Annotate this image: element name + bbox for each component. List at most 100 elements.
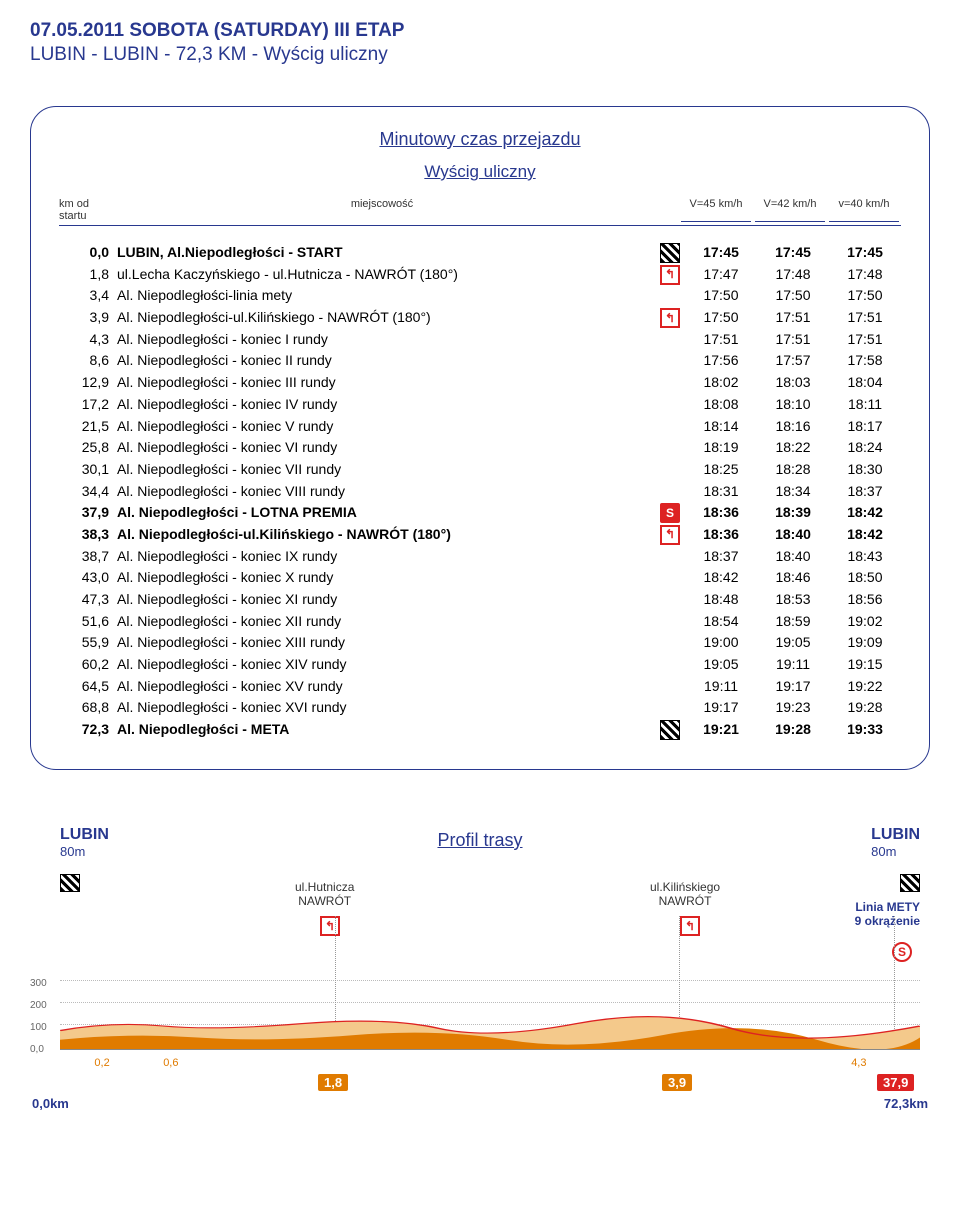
table-row: 4,3Al. Niepodległości - koniec I rundy17… [59,329,901,351]
cell-t42: 18:03 [757,372,829,394]
cell-t45: 17:47 [685,264,757,286]
header-line-2: LUBIN - LUBIN - 72,3 KM - Wyścig uliczny [30,44,930,66]
cell-t42: 19:11 [757,654,829,676]
turn-icon: ↰ [660,265,680,285]
x-big-label: 1,8 [318,1074,348,1091]
cell-t40: 17:58 [829,350,901,372]
col-v45: V=45 km/h [681,198,751,222]
cell-km: 12,9 [59,372,117,394]
table-row: 25,8Al. Niepodległości - koniec VI rundy… [59,437,901,459]
table-header: km od startu miejscowość V=45 km/h V=42 … [59,198,901,226]
cell-t40: 19:28 [829,697,901,719]
cell-t40: 17:51 [829,329,901,351]
table-row: 37,9Al. Niepodległości - LOTNA PREMIAS18… [59,502,901,524]
cell-t42: 18:34 [757,481,829,503]
turn-icon: ↰ [660,308,680,328]
cell-km: 30,1 [59,459,117,481]
col-km: km od startu [59,198,119,222]
turn-icon: ↰ [320,916,340,936]
profile-graph: 0,2 0,6 4,3 1,8 3,9 37,9 0,0km 72,3km [60,980,920,1050]
cell-loc: LUBIN, Al.Niepodległości - START [117,242,655,264]
table-row: 1,8ul.Lecha Kaczyńskiego - ul.Hutnicza -… [59,264,901,286]
table-row: 68,8Al. Niepodległości - koniec XVI rund… [59,697,901,719]
cell-loc: Al. Niepodległości - LOTNA PREMIA [117,502,655,524]
cell-km: 37,9 [59,502,117,524]
cell-t45: 17:51 [685,329,757,351]
cell-t42: 18:53 [757,589,829,611]
table-row: 0,0LUBIN, Al.Niepodległości - START17:45… [59,242,901,264]
cell-loc: Al. Niepodległości - koniec IV rundy [117,394,655,416]
cell-loc: Al. Niepodległości - koniec XIII rundy [117,632,655,654]
cell-loc: Al. Niepodległości - koniec I rundy [117,329,655,351]
x-label: 0,6 [163,1057,178,1069]
cell-loc: Al. Niepodległości-ul.Kilińskiego - NAWR… [117,524,655,546]
cell-km: 68,8 [59,697,117,719]
cell-km: 51,6 [59,611,117,633]
table-row: 51,6Al. Niepodległości - koniec XII rund… [59,611,901,633]
cell-t42: 17:51 [757,329,829,351]
cell-t45: 19:21 [685,719,757,741]
cell-t40: 18:43 [829,546,901,568]
cell-t40: 17:51 [829,307,901,329]
cell-t45: 19:11 [685,676,757,698]
cell-loc: Al. Niepodległości - koniec XV rundy [117,676,655,698]
cell-loc: Al. Niepodległości - koniec IX rundy [117,546,655,568]
table-row: 43,0Al. Niepodległości - koniec X rundy1… [59,567,901,589]
cell-t40: 18:42 [829,524,901,546]
x-big-label: 3,9 [662,1074,692,1091]
cell-t45: 19:05 [685,654,757,676]
cell-t45: 18:19 [685,437,757,459]
table-row: 55,9Al. Niepodległości - koniec XIII run… [59,632,901,654]
table-row: 60,2Al. Niepodległości - koniec XIV rund… [59,654,901,676]
y-label: 100 [30,1022,47,1033]
flag-icon [660,243,680,263]
cell-t45: 18:36 [685,502,757,524]
cell-km: 1,8 [59,264,117,286]
cell-loc: Al. Niepodległości - koniec VIII rundy [117,481,655,503]
profile-mark-1: ul.HutniczaNAWRÓT [295,880,354,908]
x-label: 0,2 [94,1057,109,1069]
cell-km: 34,4 [59,481,117,503]
cell-icon: ↰ [655,525,685,545]
cell-t42: 18:39 [757,502,829,524]
cell-km: 47,3 [59,589,117,611]
y-label: 300 [30,978,47,989]
cell-t40: 17:48 [829,264,901,286]
cell-t40: 17:50 [829,285,901,307]
cell-t42: 17:57 [757,350,829,372]
finish-flag-icon [900,874,920,892]
cell-km: 8,6 [59,350,117,372]
x-big-label: 37,9 [877,1074,914,1091]
cell-t42: 18:28 [757,459,829,481]
cell-loc: Al. Niepodległości - koniec II rundy [117,350,655,372]
cell-km: 3,9 [59,307,117,329]
cell-km: 21,5 [59,416,117,438]
table-row: 38,7Al. Niepodległości - koniec IX rundy… [59,546,901,568]
cell-icon [655,720,685,740]
cell-loc: Al. Niepodległości - koniec VII rundy [117,459,655,481]
cell-t45: 18:36 [685,524,757,546]
cell-km: 43,0 [59,567,117,589]
cell-t42: 19:28 [757,719,829,741]
cell-loc: Al. Niepodległości - koniec V rundy [117,416,655,438]
cell-icon [655,243,685,263]
x-base-label: 0,0km [32,1096,69,1111]
cell-t40: 18:30 [829,459,901,481]
y-label: 0,0 [30,1044,44,1055]
cell-t45: 18:08 [685,394,757,416]
table-row: 3,4Al. Niepodległości-linia mety17:5017:… [59,285,901,307]
col-loc: miejscowość [119,198,645,222]
turn-icon: ↰ [660,525,680,545]
table-row: 8,6Al. Niepodległości - koniec II rundy 1… [59,350,901,372]
cell-t45: 18:31 [685,481,757,503]
cell-t45: 18:54 [685,611,757,633]
cell-t42: 17:48 [757,264,829,286]
profile-section: LUBIN80m Profil trasy LUBIN80m ul.Hutnic… [30,830,930,1110]
cell-t45: 18:48 [685,589,757,611]
cell-t40: 18:17 [829,416,901,438]
start-flag-icon [60,874,80,892]
cell-loc: Al. Niepodległości-linia mety [117,285,655,307]
cell-t42: 19:17 [757,676,829,698]
x-label: 4,3 [851,1057,866,1069]
table-row: 38,3Al. Niepodległości-ul.Kilińskiego - … [59,524,901,546]
